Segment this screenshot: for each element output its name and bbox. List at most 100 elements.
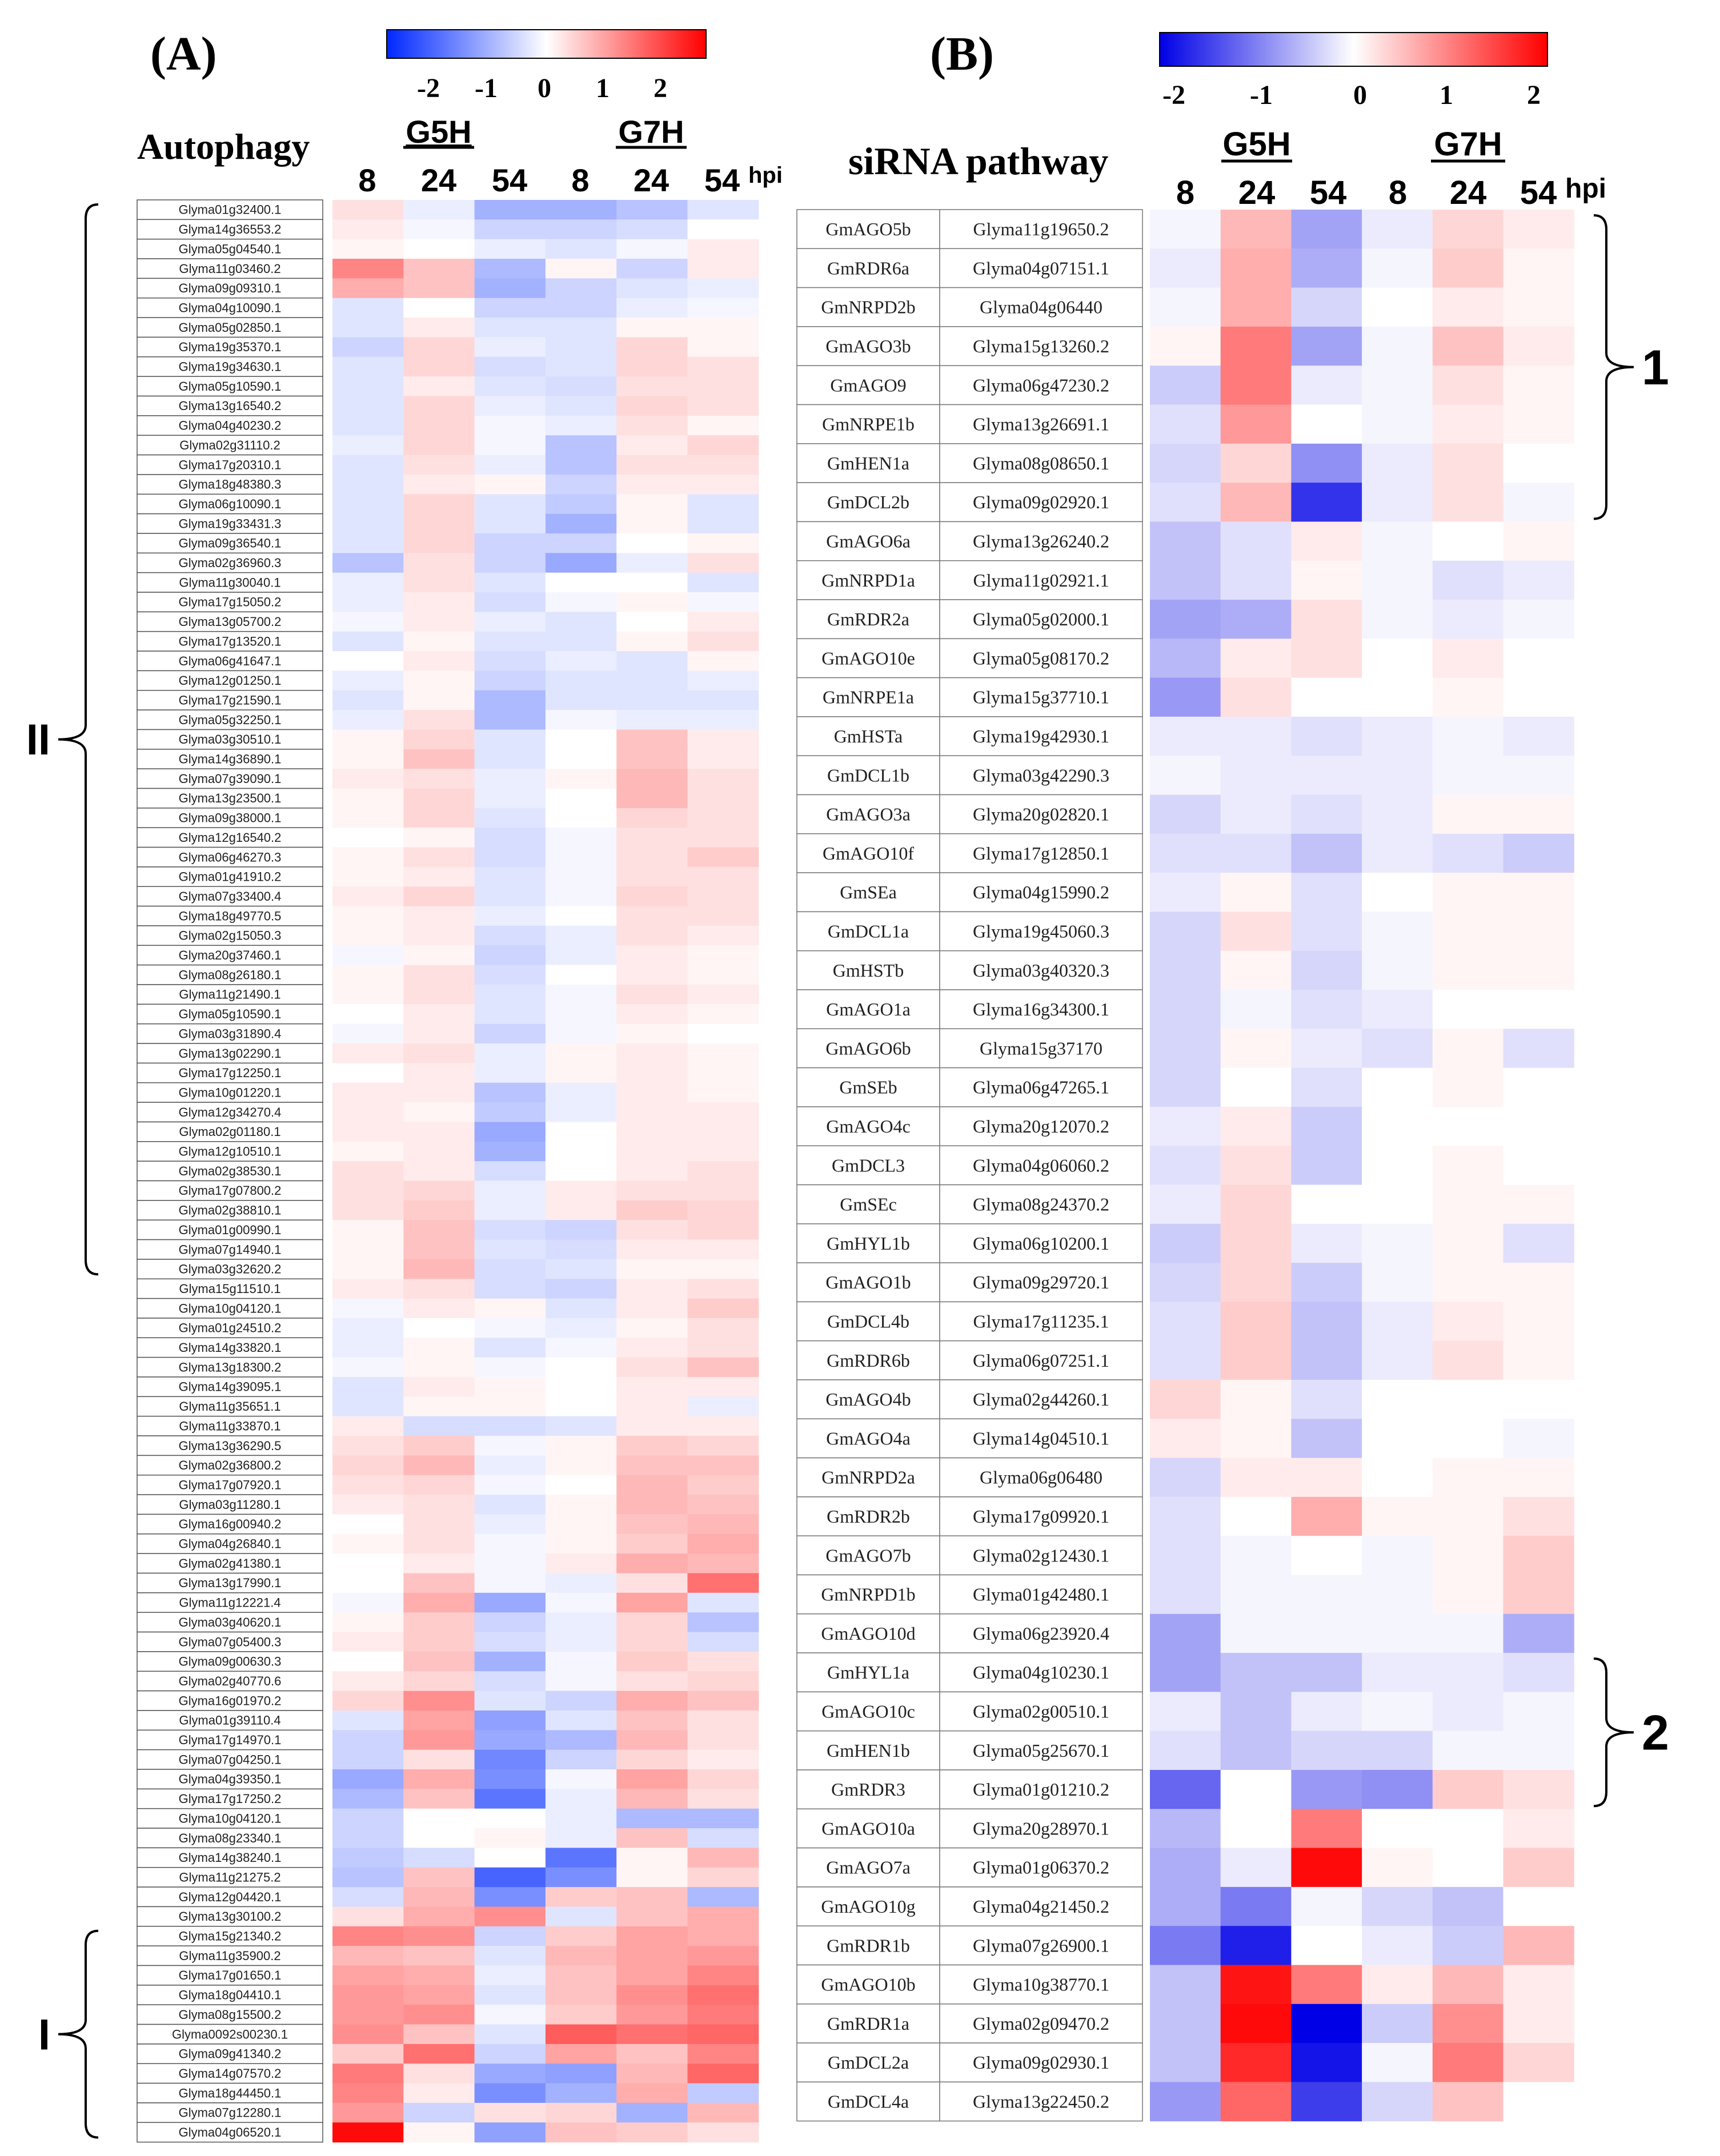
heatmap-cell: [403, 2102, 475, 2123]
gene-label: Glyma07g12280.1: [179, 2106, 282, 2120]
gene-name: GmRDR1b: [827, 1935, 910, 1956]
heatmap-cell: [403, 200, 475, 220]
heatmap-cell: [474, 1848, 546, 1868]
heatmap-cell: [474, 356, 546, 377]
heatmap-cell: [616, 2102, 688, 2123]
heatmap-cell: [403, 396, 475, 416]
heatmap-cell: [1220, 521, 1292, 561]
heatmap-cell: [403, 1926, 475, 1946]
heatmap-cell: [474, 866, 546, 887]
gene-name-cell: [796, 1808, 940, 1849]
gene-name: GmAGO10a: [821, 1818, 915, 1838]
gene-label-cell: [137, 1494, 323, 1515]
heatmap-cell: [403, 1533, 475, 1554]
heatmap-cell: [403, 1475, 475, 1495]
gene-name: GmDCL2a: [828, 2052, 909, 2073]
gene-name: GmNRPD2a: [821, 1467, 915, 1488]
heatmap-cell: [1503, 794, 1574, 834]
heatmap-cell: [687, 945, 759, 966]
heatmap-cell: [687, 1965, 759, 1986]
heatmap-cell: [1503, 1965, 1574, 2005]
heatmap-cell: [1432, 1886, 1504, 1926]
heatmap-cell: [616, 945, 688, 966]
heatmap-cell: [1150, 1419, 1221, 1459]
heatmap-cell: [545, 2043, 617, 2064]
heatmap-cell: [403, 631, 475, 652]
heatmap-cell: [403, 925, 475, 946]
heatmap-cell: [1220, 716, 1292, 756]
heatmap-cell: [687, 1946, 759, 1966]
heatmap-cell: [474, 1730, 546, 1751]
heatmap-cell: [332, 2102, 404, 2123]
gene-label-cell: [137, 690, 323, 710]
heatmap-cell: [1150, 1340, 1221, 1380]
heatmap-cell: [687, 1475, 759, 1495]
heatmap-cell: [1503, 1185, 1574, 1224]
heatmap-cell: [1150, 1263, 1221, 1302]
heatmap-cell: [1503, 1926, 1574, 1966]
heatmap-cell: [332, 513, 404, 534]
gene-label-cell: [137, 1180, 323, 1201]
heatmap-cell: [332, 474, 404, 495]
gene-label: Glyma02g01180.1: [179, 1125, 280, 1139]
gene-label: Glyma04g26840.1: [179, 1537, 282, 1551]
heatmap-cell: [403, 455, 475, 475]
gene-name: GmHEN1a: [827, 453, 909, 473]
gene-label: Glyma09g36540.1: [179, 536, 282, 551]
heatmap-cell: [332, 1906, 404, 1927]
heatmap-cell: [474, 1769, 546, 1789]
heatmap-cell: [545, 690, 617, 710]
heatmap-cell: [403, 1808, 475, 1829]
heatmap-cell: [332, 710, 404, 730]
gene-id: Glyma09g02920.1: [973, 492, 1109, 512]
gene-id: Glyma06g10200.1: [973, 1233, 1109, 1254]
heatmap-cell: [1503, 366, 1574, 405]
heatmap-cell: [1362, 1926, 1433, 1966]
heatmap-cell: [1291, 833, 1362, 873]
heatmap-cell: [616, 1906, 688, 1927]
heatmap-cell: [687, 1985, 759, 2005]
gene-id: Glyma14g04510.1: [973, 1428, 1109, 1448]
gene-label-cell: [137, 827, 323, 848]
heatmap-cell: [1362, 1613, 1433, 1653]
heatmap-cell: [403, 474, 475, 495]
heatmap-cell: [545, 847, 617, 868]
heatmap-cell: [1150, 366, 1221, 405]
heatmap-cell: [332, 1985, 404, 2005]
gene-id: Glyma13g26240.2: [973, 531, 1109, 551]
heatmap-cell: [545, 2122, 617, 2143]
heatmap-cell: [474, 1043, 546, 1063]
heatmap-cell: [1150, 1965, 1221, 2005]
heatmap-cell: [332, 1946, 404, 1966]
heatmap-cell: [1362, 443, 1433, 483]
heatmap-cell: [1220, 248, 1292, 288]
gene-name-cell: [796, 2042, 940, 2083]
heatmap-cell: [687, 1495, 759, 1515]
heatmap-cell: [332, 808, 404, 828]
heatmap-cell: [1150, 1886, 1221, 1926]
heatmap-cell: [1150, 1223, 1221, 1263]
heatmap-cell: [545, 533, 617, 553]
heatmap-cell: [687, 1416, 759, 1436]
gene-id: Glyma02g00510.1: [973, 1701, 1109, 1721]
heatmap-cell: [616, 1749, 688, 1770]
gene-id: Glyma02g12430.1: [973, 1545, 1109, 1565]
heatmap-cell: [474, 1691, 546, 1711]
heatmap-cell: [1220, 1536, 1292, 1576]
heatmap-cell: [1291, 1692, 1362, 1732]
heatmap-cell: [474, 2102, 546, 2123]
gene-name: GmRDR2b: [827, 1506, 910, 1527]
gene-name-cell: [796, 950, 940, 990]
gene-id: Glyma06g23920.4: [973, 1623, 1109, 1644]
gene-label: Glyma02g36960.3: [179, 556, 282, 570]
heatmap-cell: [616, 1965, 688, 1986]
heatmap-cell: [1503, 716, 1574, 756]
gene-label-cell: [137, 886, 323, 907]
heatmap-cell: [1362, 1340, 1433, 1380]
gene-label-cell: [137, 1828, 323, 1849]
heatmap-cell: [332, 1318, 404, 1338]
heatmap-cell: [1432, 287, 1504, 327]
gene-label: Glyma03g11280.1: [179, 1497, 280, 1512]
heatmap-cell: [545, 1789, 617, 1809]
heatmap-cell: [332, 2083, 404, 2103]
